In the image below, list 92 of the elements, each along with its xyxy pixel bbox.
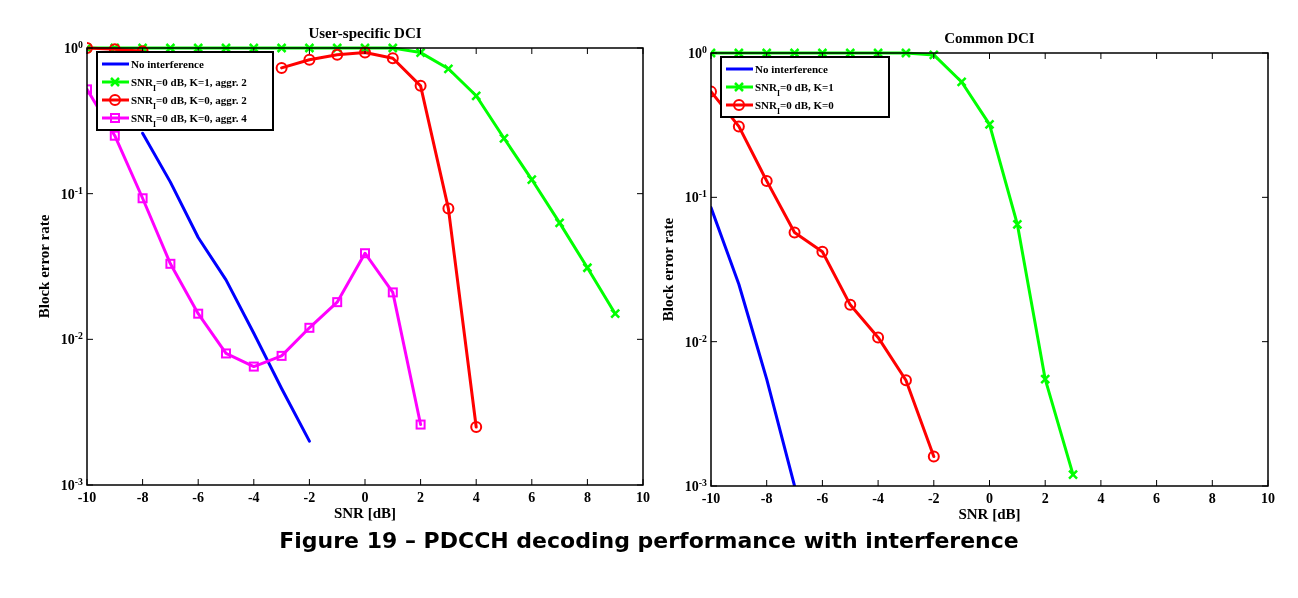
point <box>1012 219 1023 230</box>
y-tick-label: 10$^{-2}$ <box>60 329 84 348</box>
point <box>276 350 287 361</box>
x-tick-label: 2 <box>1041 491 1049 506</box>
y-tick-label: 10$^{-1}$ <box>60 184 84 202</box>
x-axis-title: SNR [dB] <box>958 506 1021 522</box>
point <box>732 120 745 133</box>
legend-label: No interference <box>131 58 204 70</box>
point <box>165 258 176 269</box>
x-tick-label: 0 <box>986 491 993 506</box>
legend-label: SNR$_{I}$=0 dB, K=1, aggr. 2 <box>131 76 248 93</box>
point <box>470 421 483 434</box>
x-tick-label: 2 <box>417 490 425 505</box>
line-series <box>141 131 311 443</box>
point <box>816 245 829 258</box>
point <box>554 217 565 229</box>
point <box>275 61 288 74</box>
point <box>332 297 343 308</box>
point <box>498 133 510 144</box>
point <box>442 202 455 215</box>
point <box>359 46 371 59</box>
point <box>387 42 399 54</box>
point <box>956 76 967 88</box>
legend-label: SNR$_{I}$=0 dB, K=0, aggr. 2 <box>131 94 248 111</box>
y-tick-label: 10$^{-3}$ <box>60 475 84 493</box>
x-tick-label: 6 <box>528 490 536 505</box>
x-tick-label: -4 <box>247 490 260 505</box>
y-tick-label: 10$^{-1}$ <box>684 187 708 206</box>
point <box>900 47 912 59</box>
point <box>304 42 315 54</box>
chart-title: User-specific DCI <box>308 25 422 41</box>
point <box>844 298 857 311</box>
point <box>360 248 370 259</box>
point <box>386 52 399 65</box>
point <box>331 48 344 61</box>
point <box>193 308 204 319</box>
point <box>109 130 120 141</box>
x-tick-label: -2 <box>303 490 316 505</box>
legend-label: SNR$_{I}$=0 dB, K=0 <box>755 99 835 116</box>
point <box>984 119 995 130</box>
y-tick-label: 10$^{0}$ <box>688 43 708 61</box>
x-tick-label: 0 <box>361 490 369 505</box>
point <box>276 42 287 54</box>
y-axis-title: Block error rate <box>36 214 52 319</box>
point <box>470 90 482 102</box>
x-tick-label: -10 <box>701 491 721 506</box>
point <box>303 53 316 66</box>
x-tick-label: 10 <box>1261 491 1275 506</box>
point <box>872 331 885 344</box>
point <box>526 174 538 185</box>
point <box>760 174 773 187</box>
x-tick-label: -6 <box>192 490 205 505</box>
point <box>443 63 454 75</box>
y-axis-title: Block error rate <box>660 217 676 322</box>
legend-label: No interference <box>755 63 828 75</box>
point <box>415 47 426 58</box>
x-axis-title: SNR [dB] <box>333 505 397 521</box>
x-tick-label: 4 <box>1097 491 1105 506</box>
legend-label: SNR$_{I}$=0 dB, K=1 <box>755 81 834 98</box>
x-tick-label: 4 <box>472 490 480 505</box>
x-tick-label: 8 <box>583 490 591 505</box>
y-tick-label: 10$^{0}$ <box>64 38 84 56</box>
x-tick-label: -4 <box>872 491 884 506</box>
point <box>928 49 940 61</box>
point <box>899 374 912 387</box>
point <box>387 287 398 298</box>
chart-title: Common DCI <box>944 30 1035 46</box>
x-tick-label: -6 <box>816 491 829 506</box>
x-tick-label: 8 <box>1208 491 1216 506</box>
point <box>609 308 621 319</box>
point <box>1039 373 1051 385</box>
point <box>414 79 427 92</box>
point <box>1067 469 1079 480</box>
y-tick-label: 10$^{-3}$ <box>684 476 708 494</box>
line-series <box>711 206 797 486</box>
point <box>927 450 940 463</box>
y-tick-label: 10$^{-2}$ <box>684 332 708 350</box>
caption: Figure 19 – PDCCH decoding performance with interference <box>279 528 1019 553</box>
point <box>582 262 593 274</box>
point <box>415 419 426 430</box>
point <box>221 348 231 359</box>
x-tick-label: -2 <box>927 491 940 506</box>
point <box>304 322 315 333</box>
legend-label: SNR$_{I}$=0 dB, K=0, aggr. 4 <box>131 112 248 129</box>
x-tick-label: -8 <box>760 491 773 506</box>
point <box>788 226 801 239</box>
point <box>137 193 148 204</box>
x-tick-label: 6 <box>1153 491 1161 506</box>
x-tick-label: -8 <box>136 490 149 505</box>
x-tick-label: 10 <box>636 490 650 505</box>
point <box>248 361 259 372</box>
x-tick-label: -10 <box>77 490 97 505</box>
